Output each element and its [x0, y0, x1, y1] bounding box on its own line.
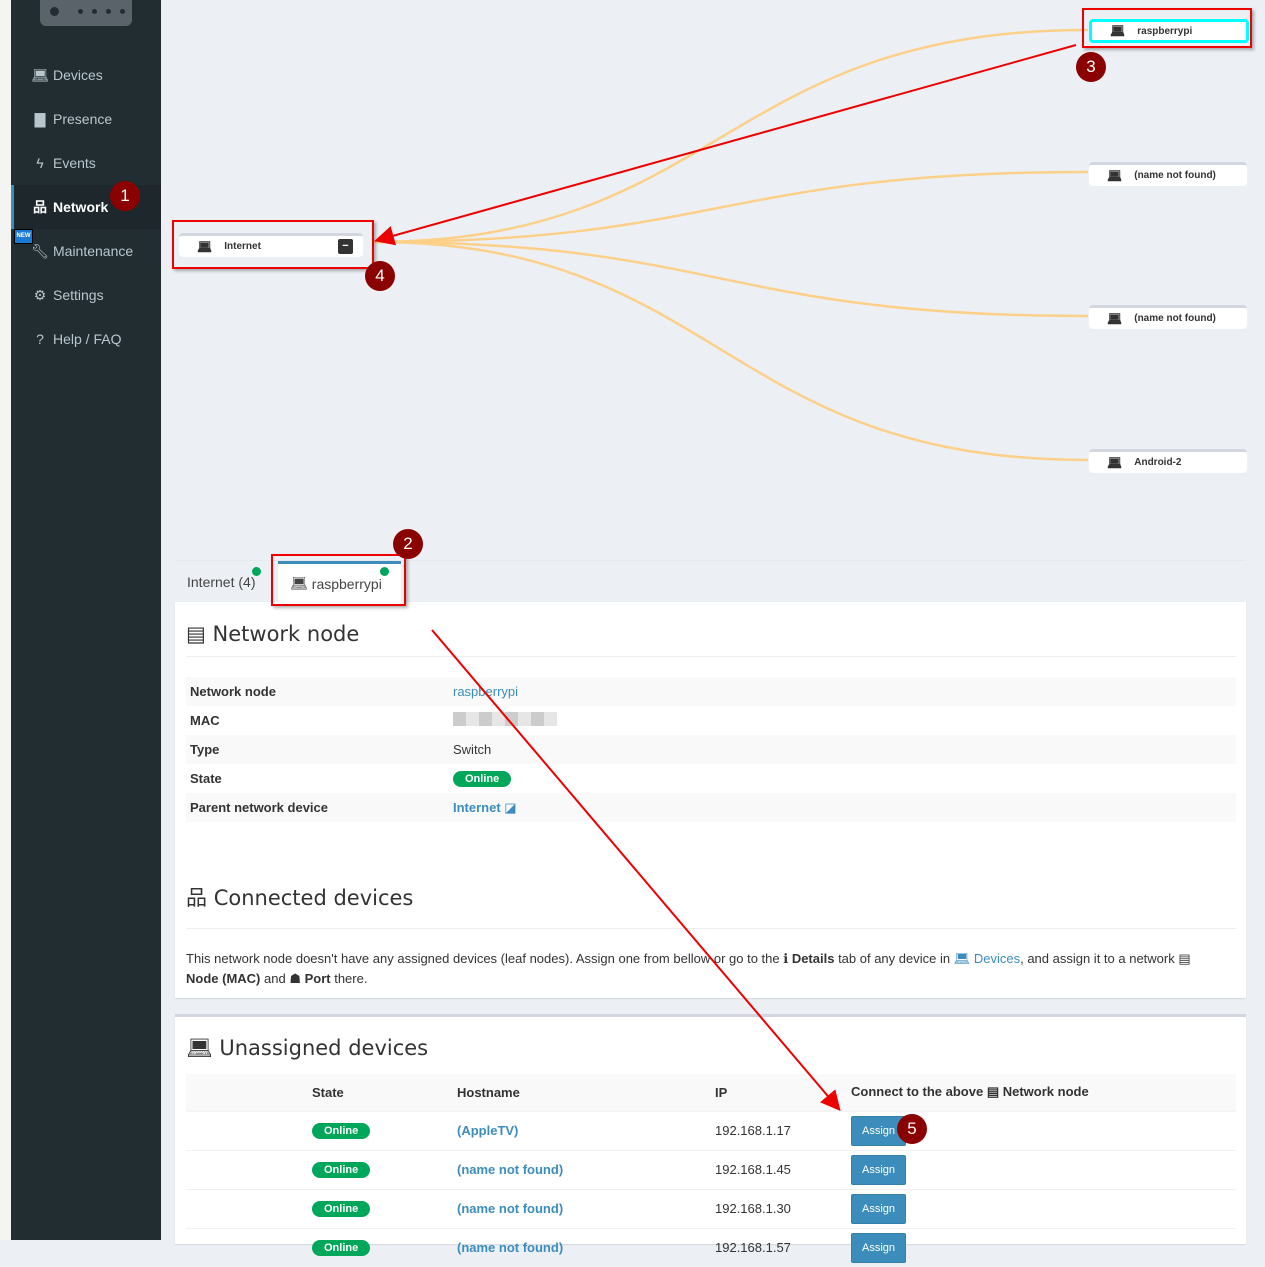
mac-redacted: [453, 712, 557, 726]
sidebar-item-settings[interactable]: ⚙ Settings: [11, 273, 161, 317]
status-badge: Online: [312, 1240, 371, 1257]
graph-node-android[interactable]: 💻︎ Android-2: [1089, 449, 1247, 473]
table-row: Type Switch: [186, 735, 1236, 764]
graph-link: [371, 240, 1089, 318]
server-icon: ▤: [186, 622, 206, 646]
devices-link[interactable]: 💻︎ Devices: [953, 951, 1021, 966]
table-row: Online (name not found) 192.168.1.30 Assign: [186, 1188, 1236, 1228]
sidebar-item-presence[interactable]: ▇ Presence: [11, 97, 161, 141]
hostname-link[interactable]: (name not found): [457, 1162, 564, 1177]
table-row: Network node raspberrypi: [186, 677, 1236, 706]
sitemap-icon: 品: [186, 886, 207, 910]
hostname-link[interactable]: (name not found): [457, 1240, 564, 1256]
laptop-icon: 💻︎: [1110, 24, 1126, 38]
laptop-icon: 💻︎: [1107, 311, 1123, 326]
divider: [186, 928, 1236, 929]
laptop-icon: 💻︎: [31, 66, 49, 83]
connected-info-text: This network node doesn't have any assig…: [186, 951, 1191, 986]
laptop-icon: 💻︎: [290, 575, 308, 591]
table-row: Online (name not found) 192.168.1.45 Assign: [186, 1149, 1236, 1189]
sidebar-item-maintenance[interactable]: 🔧︎ Maintenance: [11, 229, 161, 273]
connected-devices-heading: 品 Connected devices: [186, 886, 414, 910]
laptop-icon: 💻︎: [953, 951, 971, 966]
graph-node-raspberrypi[interactable]: 💻︎ raspberrypi: [1089, 19, 1249, 43]
logo: [40, 0, 132, 26]
sidebar-item-events[interactable]: ϟ Events: [11, 141, 161, 185]
sidebar-item-devices[interactable]: 💻︎ Devices: [11, 53, 161, 97]
bolt-icon: ϟ: [36, 155, 44, 171]
calendar-icon: ▇: [34, 110, 46, 127]
annotation-badge: 2: [393, 529, 423, 559]
table-row: Parent network device Internet ◪: [186, 793, 1236, 822]
annotation-badge: 4: [365, 261, 395, 291]
status-dot: [380, 567, 389, 576]
status-badge: Online: [312, 1162, 371, 1178]
table-row: MAC: [186, 706, 1236, 735]
window-edge: [0, 0, 11, 1240]
divider: [186, 656, 1236, 657]
assign-button[interactable]: Assign: [851, 1115, 907, 1146]
unassigned-heading: 💻︎ Unassigned devices: [186, 1036, 429, 1060]
assign-button[interactable]: Assign: [851, 1193, 907, 1224]
status-badge: Online: [312, 1201, 371, 1217]
external-link-icon: ◪: [504, 799, 517, 815]
table-row: State Online: [186, 764, 1236, 793]
table-row: Online (name not found) 192.168.1.57 Assign: [186, 1227, 1236, 1267]
hostname-link[interactable]: (name not found): [457, 1201, 564, 1216]
laptop-icon: 💻︎: [1107, 455, 1123, 470]
status-badge: Online: [453, 771, 512, 787]
collapse-button[interactable]: −: [338, 239, 353, 254]
parent-device-link[interactable]: Internet: [453, 799, 501, 815]
annotation-box: [271, 554, 406, 606]
question-icon: ?: [36, 331, 44, 347]
info-icon: ℹ: [783, 951, 789, 966]
annotation-box: [172, 220, 374, 269]
sidebar-item-help[interactable]: ? Help / FAQ: [11, 317, 161, 361]
laptop-icon: 💻︎: [1107, 168, 1123, 183]
table-row: Online (AppleTV) 192.168.1.17 Assign: [186, 1110, 1236, 1150]
unassigned-table: State Hostname IP Connect to the above ▤ Ne…: [186, 1074, 1236, 1267]
tab-raspberrypi[interactable]: 💻︎ raspberrypi: [278, 561, 401, 603]
status-badge: Online: [312, 1123, 371, 1140]
graph-link: [371, 240, 1089, 462]
laptop-icon: 💻︎: [197, 239, 213, 254]
annotation-badge: 3: [1076, 52, 1106, 82]
graph-node[interactable]: 💻︎ (name not found): [1089, 305, 1247, 329]
sidebar: 💻︎ Devices ▇ Presence ϟ Events 品 Network 🔧︎ M…: [11, 0, 161, 1240]
graph-link: [371, 28, 1089, 244]
node-details-table: Network node raspberrypi MAC Type Switch S…: [186, 677, 1236, 822]
annotation-box: [1082, 8, 1252, 48]
node-link[interactable]: raspberrypi: [453, 684, 519, 699]
annotation-badge: 1: [110, 181, 140, 211]
wrench-icon: 🔧︎: [31, 242, 49, 259]
assign-button[interactable]: Assign: [851, 1154, 907, 1185]
status-dot: [252, 567, 261, 576]
hostname-link[interactable]: (AppleTV): [457, 1123, 519, 1139]
annotation-badge: 5: [897, 1114, 927, 1144]
sitemap-icon: 品: [33, 199, 47, 215]
gear-icon: ⚙: [33, 286, 47, 303]
tab-bar: Internet (4) 💻︎ raspberrypi: [175, 560, 1246, 603]
tab-internet[interactable]: Internet (4): [187, 574, 256, 590]
assign-button[interactable]: Assign: [851, 1232, 907, 1263]
server-icon: ▤: [1178, 951, 1191, 966]
graph-node[interactable]: 💻︎ (name not found): [1089, 162, 1247, 186]
server-icon: ▤: [986, 1084, 1000, 1099]
ethernet-icon: ☗: [289, 971, 301, 986]
graph-node-internet[interactable]: 💻︎ Internet −: [179, 233, 363, 257]
laptop-icon: 💻︎: [186, 1036, 213, 1060]
graph-link: [371, 170, 1089, 244]
network-node-heading: ▤ Network node: [186, 622, 360, 646]
new-badge: NEW: [14, 229, 33, 244]
